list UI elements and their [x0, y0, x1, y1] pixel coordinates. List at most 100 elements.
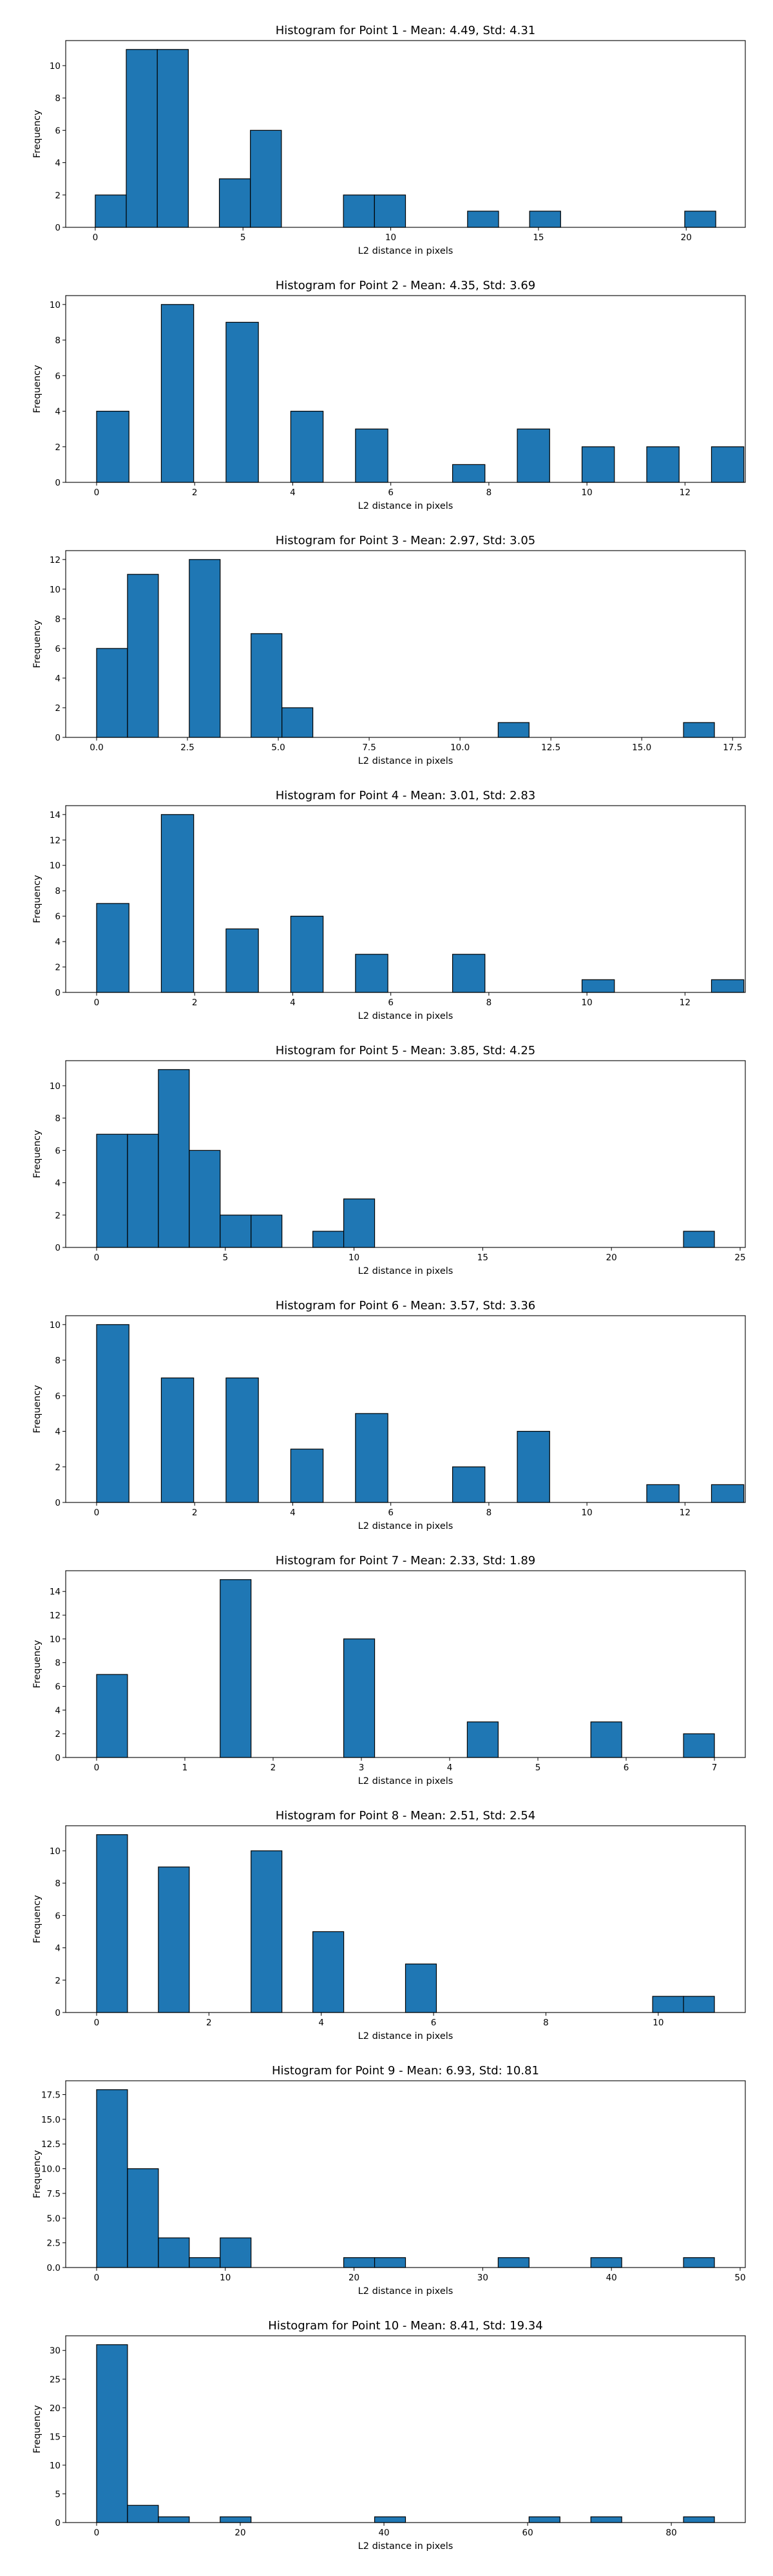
x-axis-label: L2 distance in pixels [358, 1521, 453, 1531]
x-tick-label: 4 [290, 998, 296, 1008]
y-tick-label: 10 [50, 61, 61, 71]
x-tick-label: 12 [680, 1508, 691, 1518]
x-axis-label: L2 distance in pixels [358, 1266, 453, 1276]
y-tick-label: 0 [55, 1498, 61, 1508]
y-tick-label: 10 [50, 1846, 61, 1857]
x-axis-label: L2 distance in pixels [358, 756, 453, 766]
histogram-bar [452, 464, 486, 483]
plot-frame [65, 2335, 746, 2523]
y-tick-label: 10 [50, 300, 61, 310]
x-tick-label: 6 [624, 1763, 629, 1773]
y-tick-label: 25 [50, 2374, 61, 2385]
y-tick-label: 0 [55, 1243, 61, 1253]
y-tick-label: 4 [55, 158, 61, 169]
x-axis-label: L2 distance in pixels [358, 2286, 453, 2297]
x-tick-label: 17.5 [723, 743, 742, 753]
x-tick-label: 20 [681, 232, 692, 243]
histogram-bar [590, 2516, 622, 2523]
y-tick-label: 8 [55, 1113, 61, 1124]
histogram-bar [189, 2257, 221, 2268]
histogram-bar [343, 194, 375, 228]
y-tick-label: 14 [50, 810, 61, 820]
histogram-bar [96, 903, 129, 993]
y-tick-label: 4 [55, 674, 61, 684]
x-tick-label: 0 [94, 2528, 100, 2538]
histogram-panel-8: Histogram for Point 8 - Mean: 2.51, Std:… [32, 1809, 746, 2041]
y-tick-label: 10 [50, 1320, 61, 1331]
y-tick-label: 12 [50, 835, 61, 846]
x-tick-label: 10.0 [450, 743, 470, 753]
y-tick-label: 5.0 [47, 2213, 61, 2224]
histogram-panel-9: Histogram for Point 9 - Mean: 6.93, Std:… [32, 2064, 746, 2297]
chart-title: Histogram for Point 3 - Mean: 2.97, Std:… [276, 534, 536, 547]
histogram-bar [95, 194, 127, 228]
plot-frame [65, 1060, 746, 1248]
y-tick-label: 12 [50, 555, 61, 565]
x-tick-label: 6 [388, 998, 394, 1008]
histogram-bar [343, 1198, 376, 1248]
y-tick-label: 15 [50, 2432, 61, 2442]
x-tick-label: 4 [318, 2018, 324, 2028]
x-tick-label: 15 [533, 232, 544, 243]
histogram-bar [467, 211, 499, 228]
x-tick-label: 2 [192, 1508, 198, 1518]
y-tick-label: 6 [55, 1682, 61, 1692]
x-tick-label: 5 [222, 1253, 228, 1263]
histogram-bar [683, 1231, 715, 1248]
x-tick-label: 4 [290, 488, 296, 498]
y-tick-label: 6 [55, 126, 61, 136]
y-tick-label: 4 [55, 1427, 61, 1437]
y-tick-label: 14 [50, 1587, 61, 1597]
histogram-bar [127, 574, 159, 738]
histogram-bar [343, 2257, 376, 2268]
x-tick-label: 2.5 [180, 743, 194, 753]
y-tick-label: 5 [55, 2489, 61, 2499]
y-tick-label: 10 [50, 861, 61, 871]
x-tick-label: 20 [234, 2528, 245, 2538]
histogram-panel-4: Histogram for Point 4 - Mean: 3.01, Std:… [32, 789, 746, 1021]
histogram-bar [355, 1413, 388, 1503]
histogram-bar [158, 1866, 190, 2013]
histogram-bar [290, 410, 324, 483]
y-tick-label: 4 [55, 407, 61, 417]
y-tick-label: 7.5 [47, 2189, 61, 2199]
histogram-bar [127, 1133, 159, 1248]
x-tick-label: 25 [734, 1253, 745, 1263]
x-tick-label: 10 [220, 2273, 231, 2283]
histogram-panel-3: Histogram for Point 3 - Mean: 2.97, Std:… [32, 534, 746, 766]
histogram-panel-2: Histogram for Point 2 - Mean: 4.35, Std:… [32, 279, 746, 511]
histogram-bar [529, 211, 561, 228]
y-tick-label: 8 [55, 336, 61, 346]
plot-frame [65, 295, 746, 483]
histogram-bar [96, 1834, 128, 2013]
x-tick-label: 2 [206, 2018, 212, 2028]
histogram-bar [290, 1448, 324, 1503]
y-tick-label: 10 [50, 1081, 61, 1092]
chart-title: Histogram for Point 6 - Mean: 3.57, Std:… [276, 1299, 536, 1312]
histogram-bar [158, 2237, 190, 2268]
histogram-bar [220, 2516, 252, 2523]
x-tick-label: 12.5 [541, 743, 560, 753]
y-tick-label: 6 [55, 1146, 61, 1156]
histogram-bar [711, 446, 745, 483]
histogram-bar [590, 1721, 622, 1758]
histogram-bar [189, 559, 221, 738]
x-tick-label: 10 [582, 488, 593, 498]
x-tick-label: 8 [543, 2018, 549, 2028]
y-tick-label: 10 [50, 1634, 61, 1645]
y-axis-label: Frequency [32, 1130, 43, 1178]
y-tick-label: 0 [55, 733, 61, 743]
x-tick-label: 7.5 [362, 743, 376, 753]
y-tick-label: 0 [55, 2518, 61, 2528]
histogram-bar [96, 2089, 128, 2268]
y-tick-label: 8 [55, 93, 61, 104]
y-axis-label: Frequency [32, 1385, 43, 1433]
x-tick-label: 6 [388, 1508, 394, 1518]
x-tick-label: 20 [606, 1253, 617, 1263]
x-tick-label: 0 [94, 2273, 100, 2283]
y-axis-label: Frequency [32, 1640, 43, 1688]
plot-frame [65, 1570, 746, 1758]
histogram-bar [220, 1215, 252, 1248]
plot-frame [65, 805, 746, 993]
x-tick-label: 40 [606, 2273, 617, 2283]
